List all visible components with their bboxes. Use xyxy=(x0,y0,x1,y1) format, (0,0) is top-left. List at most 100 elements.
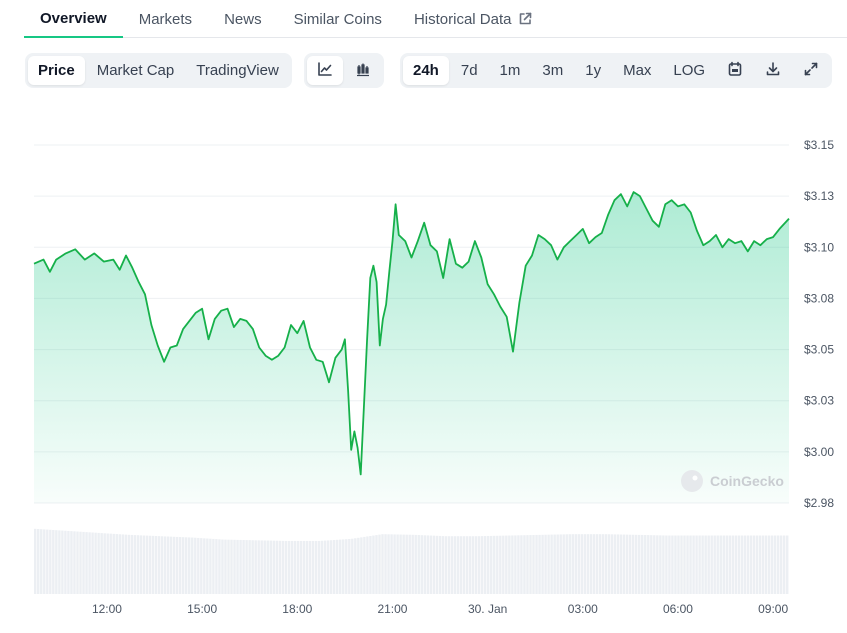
calendar-icon xyxy=(727,61,743,81)
volume-bar xyxy=(142,535,146,594)
volume-bar xyxy=(607,534,611,594)
tab-news[interactable]: News xyxy=(208,0,278,38)
volume-bar xyxy=(366,536,369,594)
range-1y-button[interactable]: 1y xyxy=(585,62,602,79)
volume-bar xyxy=(480,536,484,594)
gecko-logo-icon xyxy=(681,470,703,492)
range-24h-button[interactable]: 24h xyxy=(403,56,449,85)
volume-bar xyxy=(296,540,300,594)
volume-bar xyxy=(402,534,405,594)
tab-historical-data[interactable]: Historical Data xyxy=(398,0,549,38)
top-tab-bar: Overview Markets News Similar Coins Hist… xyxy=(24,0,847,38)
volume-bar xyxy=(191,537,194,594)
volume-bar xyxy=(91,532,94,594)
volume-bar xyxy=(266,540,269,594)
volume-bar xyxy=(631,534,635,594)
volume-bar xyxy=(61,530,64,594)
volume-bar xyxy=(118,534,121,594)
volume-bar xyxy=(665,535,668,594)
volume-bar xyxy=(559,534,562,594)
volume-bar xyxy=(758,535,762,594)
volume-bar xyxy=(94,532,97,594)
volume-bar xyxy=(668,535,671,594)
volume-bar xyxy=(683,535,686,594)
volume-bar xyxy=(556,534,559,594)
volume-bar xyxy=(764,535,768,594)
tab-overview[interactable]: Overview xyxy=(24,0,123,38)
price-button[interactable]: Price xyxy=(28,56,85,85)
volume-bar xyxy=(272,540,275,594)
volume-bar xyxy=(175,536,179,594)
volume-bar xyxy=(354,538,357,594)
volume-bar xyxy=(194,537,197,594)
line-chart-button[interactable] xyxy=(307,56,343,85)
volume-bar xyxy=(514,535,517,594)
volume-bar xyxy=(221,539,224,594)
tradingview-button[interactable]: TradingView xyxy=(196,62,279,79)
volume-bar xyxy=(372,535,375,594)
volume-bar xyxy=(505,535,508,594)
volume-bar xyxy=(49,529,52,594)
calendar-button[interactable] xyxy=(717,56,753,85)
volume-bar xyxy=(275,540,279,594)
volume-bar xyxy=(70,531,73,594)
volume-bar xyxy=(178,537,182,594)
volume-bar xyxy=(124,534,128,594)
volume-bar xyxy=(43,529,46,594)
volume-bar xyxy=(761,535,765,594)
volume-bar xyxy=(725,535,728,594)
volume-bar xyxy=(417,535,420,594)
range-7d-button[interactable]: 7d xyxy=(460,62,478,79)
volume-bar xyxy=(586,534,590,594)
fullscreen-button[interactable] xyxy=(793,56,829,85)
volume-bar xyxy=(314,540,318,594)
volume-bar xyxy=(520,535,523,594)
log-scale-button[interactable]: LOG xyxy=(673,62,706,79)
volume-bar xyxy=(616,534,620,594)
volume-bar xyxy=(317,540,321,594)
range-1m-button[interactable]: 1m xyxy=(499,62,521,79)
volume-bar xyxy=(139,535,143,594)
volume-bar xyxy=(547,534,550,594)
x-tick-label: 21:00 xyxy=(377,602,407,616)
volume-bar xyxy=(112,533,115,594)
coingecko-watermark: CoinGecko xyxy=(681,470,784,492)
volume-bar xyxy=(257,540,260,594)
volume-bar xyxy=(145,535,149,594)
volume-bar xyxy=(209,538,212,594)
volume-bar xyxy=(375,535,378,594)
volume-bar xyxy=(680,535,683,594)
price-area xyxy=(34,192,789,503)
volume-bar xyxy=(625,534,629,594)
x-tick-label: 18:00 xyxy=(282,602,312,616)
volume-bar xyxy=(601,534,605,594)
volume-bar xyxy=(619,534,623,594)
volume-bar xyxy=(523,535,526,594)
download-button[interactable] xyxy=(755,56,791,85)
candlestick-button[interactable] xyxy=(345,56,381,85)
volume-bar xyxy=(471,536,475,594)
volume-bar xyxy=(160,536,164,594)
volume-bar xyxy=(734,535,738,594)
volume-bar xyxy=(181,537,185,594)
volume-bar xyxy=(396,534,399,594)
y-tick-label: $2.98 xyxy=(804,496,834,510)
volume-bar xyxy=(411,534,414,594)
volume-bar xyxy=(647,535,650,594)
market-cap-button[interactable]: Market Cap xyxy=(96,62,175,79)
external-link-icon xyxy=(518,12,532,26)
volume-bar xyxy=(502,535,505,594)
volume-bar xyxy=(230,539,233,594)
volume-bar xyxy=(477,536,481,594)
volume-bar xyxy=(779,535,783,594)
volume-bar xyxy=(628,534,632,594)
range-3m-button[interactable]: 3m xyxy=(542,62,564,79)
tab-similar-coins[interactable]: Similar Coins xyxy=(278,0,398,38)
range-max-button[interactable]: Max xyxy=(623,62,652,79)
volume-bar xyxy=(290,540,294,594)
volume-bar xyxy=(308,540,312,594)
volume-bar xyxy=(686,535,689,594)
tab-markets[interactable]: Markets xyxy=(123,0,208,38)
tab-label: Overview xyxy=(40,9,107,27)
